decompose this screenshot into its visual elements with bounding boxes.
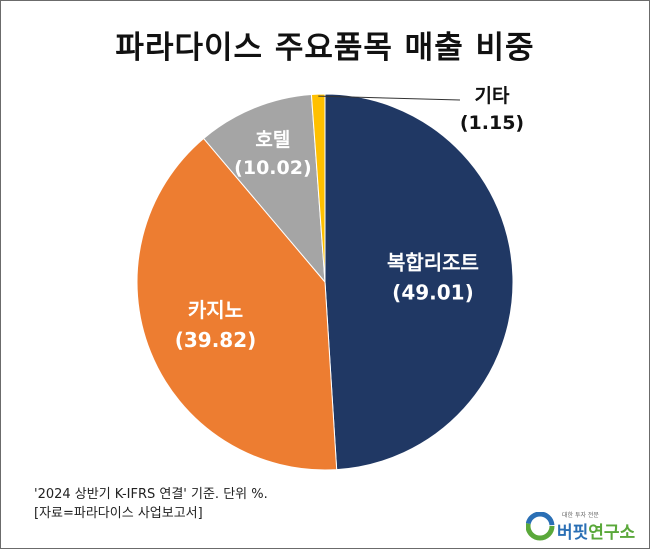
brand-name: 버핏연구소 [557, 518, 635, 543]
pie-slice-4 [310, 93, 326, 283]
pie-slice-3 [202, 93, 326, 284]
brand-logo: 대한 투자 전문 버핏연구소 [526, 510, 638, 543]
slice-name-label-2: 카지노 [188, 298, 243, 322]
brand-name-part1: 버핏 [557, 523, 589, 543]
slice-value-label-2: (39.82) [175, 328, 257, 352]
slice-name-label-1: 복합리조트 [387, 251, 479, 275]
brand-name-part2: 연구소 [588, 523, 636, 543]
source-note: [자료=파라다이스 사업보고서] [34, 506, 203, 521]
buffett-lab-logo-icon [526, 512, 555, 541]
slice-name-label-4: 기타 [475, 85, 510, 107]
slice-value-label-1: (49.01) [392, 281, 474, 305]
pie-slice-1 [324, 93, 514, 471]
brand-tagline: 대한 투자 전문 [562, 512, 599, 519]
leader-line-4 [318, 95, 461, 101]
slice-value-label-4: (1.15) [460, 112, 524, 134]
pie-slice-2 [136, 137, 338, 471]
slice-value-label-3: (10.02) [234, 157, 311, 179]
basis-note: '2024 상반기 K-IFRS 연결' 기준. 단위 %. [34, 487, 268, 502]
slice-name-label-3: 호텔 [255, 129, 290, 151]
chart-title: 파라다이스 주요품목 매출 비중 [115, 30, 535, 66]
